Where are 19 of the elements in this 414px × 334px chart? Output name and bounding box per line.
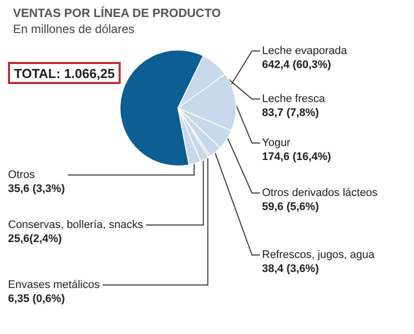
data-label: 25,6(2,4%) xyxy=(8,233,62,245)
data-label: 642,4 (60,3%) xyxy=(262,59,332,71)
data-label: 59,6 (5,6%) xyxy=(262,201,320,213)
data-label: 6,35 (0,6%) xyxy=(8,293,66,305)
data-label: 35,6 (3,3%) xyxy=(8,183,66,195)
slice-label: Otros derivados lácteos xyxy=(262,187,378,199)
data-label: 83,7 (7,8%) xyxy=(262,107,320,119)
slice-label: Leche fresca xyxy=(262,93,326,105)
slice-label: Conservas, bollería, snacks xyxy=(8,219,144,231)
data-label: 38,4 (3,6%) xyxy=(262,263,320,275)
chart-subtitle: En millones de dólares xyxy=(13,22,134,36)
slice-label: Leche evaporada xyxy=(262,45,348,57)
slice-label: Refrescos, jugos, agua xyxy=(262,249,376,261)
data-label: 174,6 (16,4%) xyxy=(262,151,332,163)
slice-label: Otros xyxy=(8,169,36,181)
chart-title: VENTAS POR LÍNEA DE PRODUCTO xyxy=(13,6,221,20)
text: TOTAL: 1.066,25 xyxy=(14,66,115,81)
slice-label: Yogur xyxy=(262,137,291,149)
slice-label: Envases metálicos xyxy=(8,279,100,291)
